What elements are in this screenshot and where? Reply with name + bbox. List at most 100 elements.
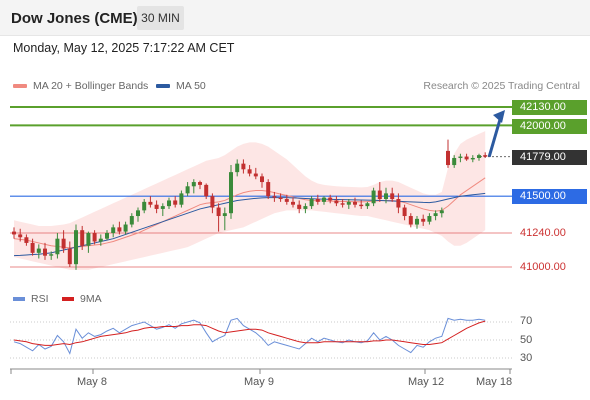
forecast-arrow-head xyxy=(493,110,505,123)
candle-body xyxy=(353,201,357,205)
candle-body xyxy=(272,196,277,198)
candle-body xyxy=(167,200,171,207)
candle-body xyxy=(74,230,78,265)
candle xyxy=(198,180,202,190)
candle xyxy=(433,210,438,221)
label-target-1: 42000.00 xyxy=(512,119,587,134)
candle xyxy=(390,187,395,202)
candle-body xyxy=(328,197,333,201)
candle xyxy=(291,197,295,208)
candle xyxy=(427,213,432,225)
candle xyxy=(92,230,97,245)
legend-rsi-swatch xyxy=(13,297,25,302)
legend-ma50-swatch xyxy=(156,84,170,89)
candle xyxy=(117,221,122,235)
candle-body xyxy=(30,242,35,253)
candle xyxy=(154,200,159,214)
candle xyxy=(315,194,320,205)
candle xyxy=(260,173,264,188)
timeframe-selector[interactable]: 30 MIN xyxy=(137,6,184,30)
candle-body xyxy=(129,216,134,225)
candle-body xyxy=(92,233,97,242)
candle xyxy=(160,203,165,217)
candle-body xyxy=(315,199,320,202)
candle-body xyxy=(98,238,103,242)
candle xyxy=(421,214,426,226)
candle-body xyxy=(12,231,16,235)
candle xyxy=(142,199,147,214)
rsi-level-30: 30 xyxy=(520,352,533,364)
candle-body xyxy=(359,204,364,207)
candle xyxy=(185,182,190,197)
candle-body xyxy=(470,157,475,160)
candle xyxy=(67,241,72,267)
forecast-arrow-shaft xyxy=(487,115,503,158)
candle xyxy=(483,152,488,158)
candle-body xyxy=(346,201,351,205)
candle xyxy=(353,197,357,208)
legend-ma50-label: MA 50 xyxy=(176,80,206,92)
candle xyxy=(477,153,481,161)
candle xyxy=(458,153,463,163)
candle-body xyxy=(396,199,401,208)
candle xyxy=(439,207,444,218)
legend-ma50: MA 50 xyxy=(156,80,206,92)
candle xyxy=(446,139,450,168)
candle xyxy=(167,197,171,209)
candle-body xyxy=(148,201,153,205)
legend-rsi: RSI xyxy=(13,293,49,305)
candle-body xyxy=(253,173,258,177)
candle-body xyxy=(117,227,122,232)
candle xyxy=(266,179,271,200)
candle-body xyxy=(222,213,227,217)
candle-body xyxy=(43,248,47,256)
candle xyxy=(210,193,215,214)
candle xyxy=(328,194,333,204)
candle xyxy=(216,203,221,232)
candle-body xyxy=(464,156,469,160)
candle-body xyxy=(309,199,314,207)
timestamp: Monday, May 12, 2025 7:17:22 AM CET xyxy=(13,41,235,55)
candle-body xyxy=(427,216,432,222)
candle-body xyxy=(198,182,202,185)
candle-body xyxy=(55,238,60,255)
candle-body xyxy=(160,206,165,209)
candle-body xyxy=(216,207,221,217)
candle-body xyxy=(334,200,339,204)
candle-body xyxy=(80,230,85,246)
candle xyxy=(191,179,196,194)
candle xyxy=(396,193,401,214)
legend-rsi-ma: 9MA xyxy=(62,293,102,305)
candle-body xyxy=(179,193,184,205)
legend-rsi-label: RSI xyxy=(31,293,49,305)
candle xyxy=(229,165,233,219)
candle-body xyxy=(284,199,289,202)
candle-body xyxy=(297,204,302,209)
candle xyxy=(415,216,419,229)
x-label-may-12: May 12 xyxy=(408,376,445,388)
candle-body xyxy=(260,176,264,183)
candle-body xyxy=(402,207,407,217)
candle xyxy=(309,196,314,209)
rsi-panel xyxy=(10,317,512,374)
candle xyxy=(365,201,370,209)
candle-body xyxy=(477,155,481,158)
candle-body xyxy=(173,200,178,205)
rsi-line xyxy=(13,317,486,355)
candle xyxy=(129,213,134,228)
candle xyxy=(297,200,302,214)
candle xyxy=(105,230,109,241)
candle-body xyxy=(24,237,29,243)
legend-bollinger-swatch xyxy=(13,84,27,89)
candle xyxy=(384,187,388,204)
candle xyxy=(278,193,283,202)
candle-body xyxy=(247,169,252,174)
ma50-line xyxy=(13,192,486,257)
candle-body xyxy=(452,157,457,166)
candle xyxy=(322,196,326,205)
label-target-2: 42130.00 xyxy=(512,100,587,115)
candle-body xyxy=(136,210,140,217)
x-label-may-8: May 8 xyxy=(77,376,107,388)
candle xyxy=(464,153,469,161)
